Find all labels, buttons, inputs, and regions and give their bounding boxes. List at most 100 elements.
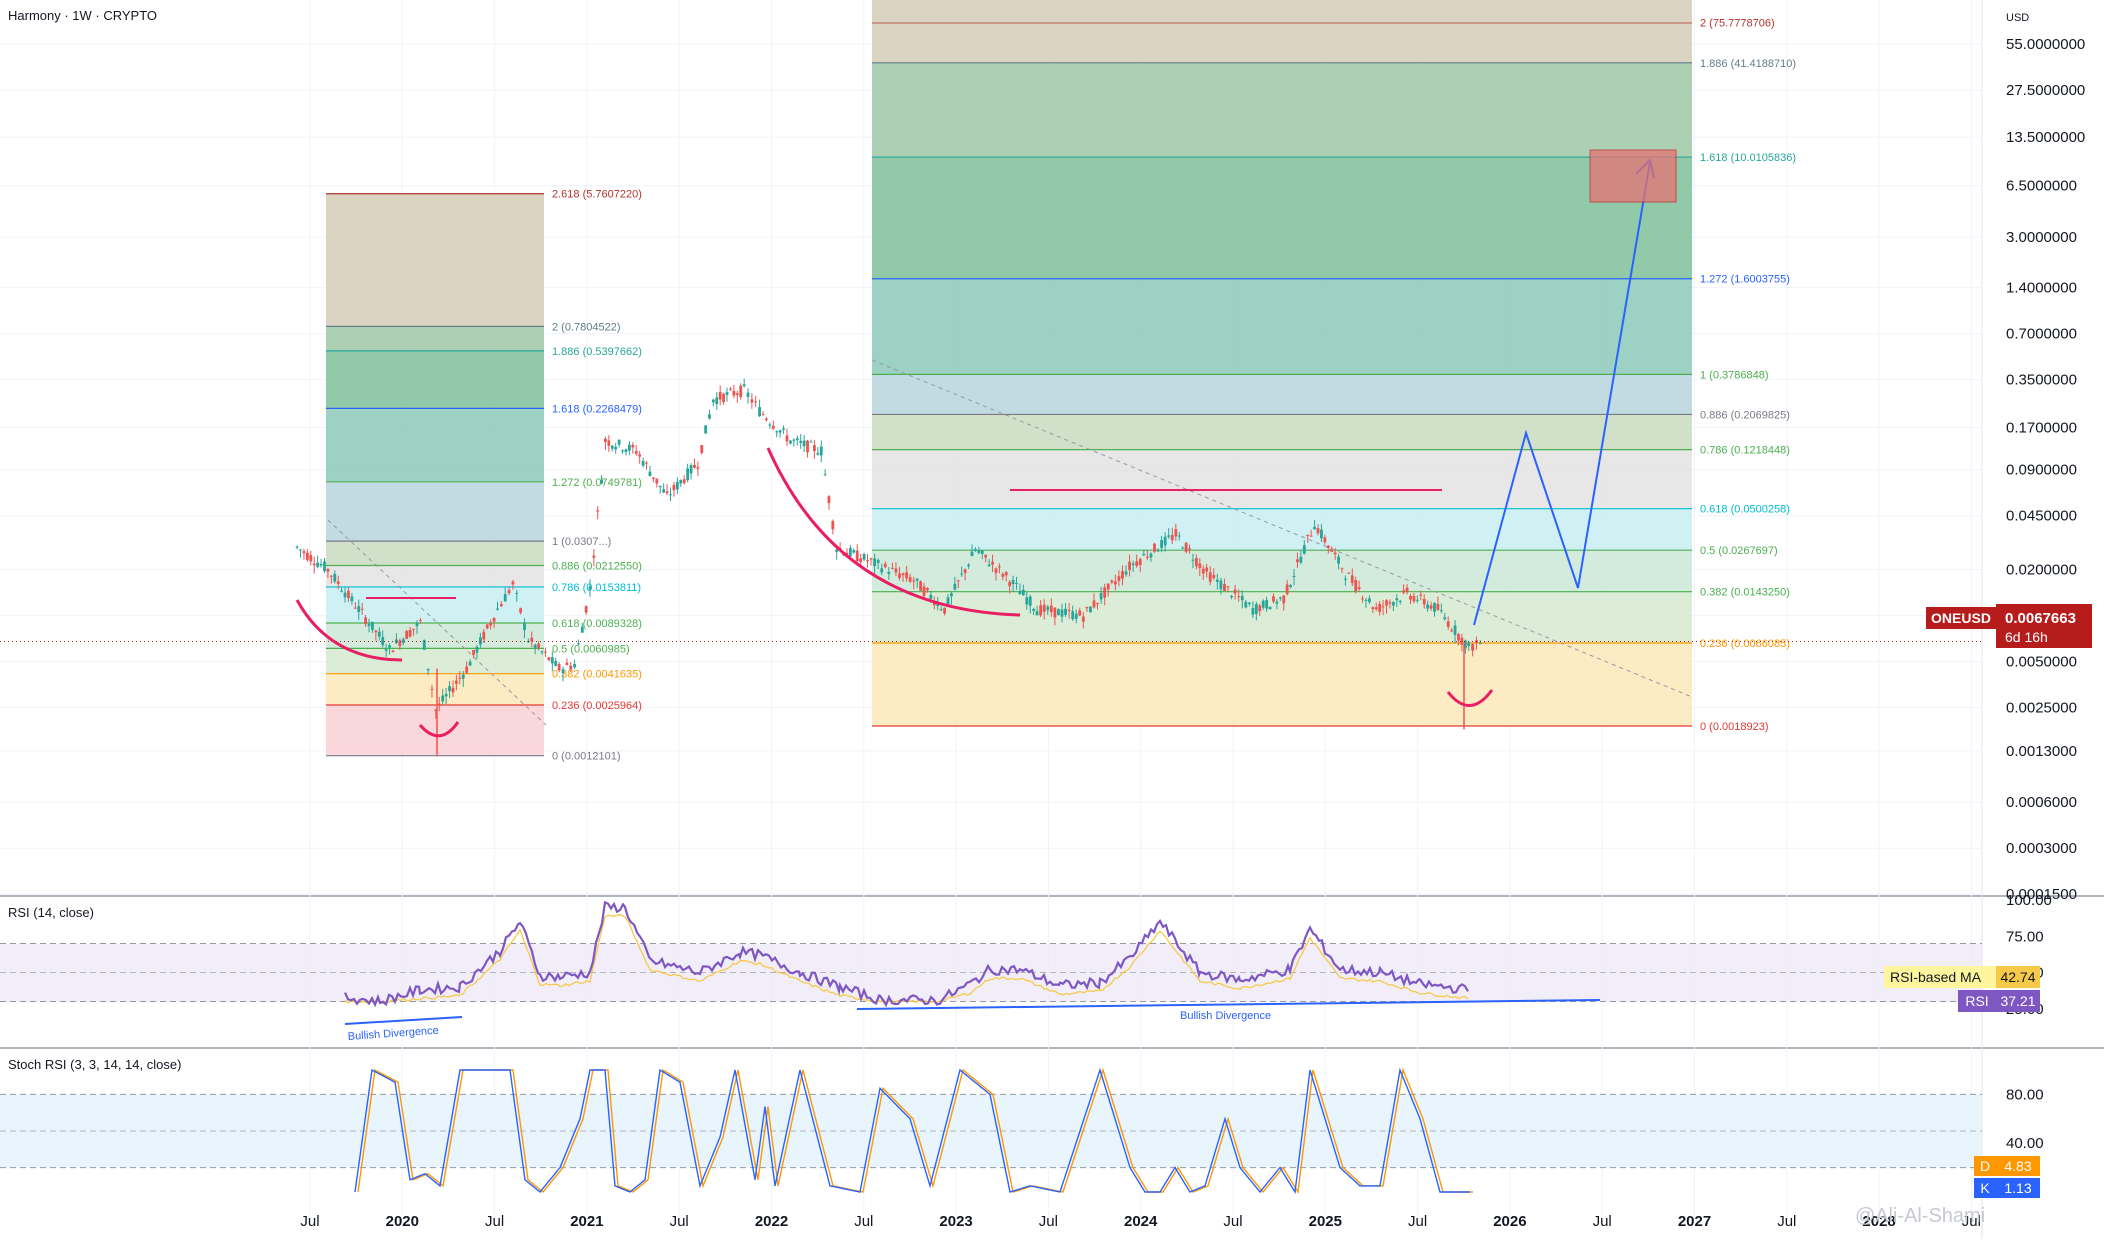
candle-body [1402,590,1406,593]
candle-body [1337,556,1340,564]
candle-body [827,496,831,504]
candle-body [1028,596,1032,606]
fib-extension-2020[interactable]: 2.618 (5.7607220) 2 (0.7804522) 1.886 (0.5… [326,189,642,763]
fib-large-label: 0.382 (0.0143250) [1700,587,1790,599]
price-tick-label: 0.0450000 [2006,508,2077,525]
candle-body [1457,634,1460,641]
candle-body [1025,597,1029,605]
candle-body [929,594,933,599]
fib-large-zone [872,508,1692,551]
symbol-title[interactable]: Harmony · 1W · CRYPTO [8,8,157,23]
candle-body [1153,543,1156,552]
candle-body [1240,595,1244,601]
candle-body [977,550,981,553]
candle-body [515,592,519,594]
time-tick-label: Jul [485,1213,504,1230]
candle-body [1285,584,1289,595]
candle-body [350,596,354,602]
candle-body [782,428,785,430]
fib-small-zone [326,408,544,482]
divergence-line-1 [344,1016,463,1025]
candle-body [970,551,974,557]
stoch-d-tag: D 4.83 [1974,1156,2040,1176]
candle-body [357,606,361,613]
candle-body [360,608,364,610]
candle-body [735,393,739,395]
candle-body [1412,595,1416,602]
candle-body [729,388,732,390]
candle-body [1188,548,1191,550]
candle-body [746,392,750,397]
symbol-tag: ONEUSD [1931,610,1991,626]
candle-body [364,617,368,625]
candle-body [967,564,970,567]
candle-body [388,645,391,648]
price-tick-label: 0.7000000 [2006,326,2077,343]
candle-body [1177,535,1181,537]
candle-body [1131,563,1135,565]
candle-body [1015,582,1018,584]
candle-body [905,572,909,579]
price-tick-label: 6.5000000 [2006,178,2077,195]
candle-body [732,390,736,396]
candle-body [1272,596,1275,602]
candle-body [669,494,672,496]
candle-body [1191,559,1195,561]
candle-body [1433,603,1436,612]
candle-body [1149,553,1153,558]
candle-body [891,567,894,569]
fib-extension-2022[interactable]: 2 (75.7778706) 1.886 (41.4188710) 1.618 (1… [872,0,1796,733]
candle-body [1060,609,1064,617]
candle-body [391,650,395,653]
candle-body [1326,545,1330,549]
fib-small-zone [326,350,544,409]
fib-large-zone [872,643,1692,727]
candle-body [1275,601,1279,604]
candle-body [1320,529,1323,539]
candle-body [584,606,588,613]
time-tick-label: 2022 [755,1213,788,1230]
candle-body [465,666,469,673]
candle-body [722,393,726,403]
candle-body [775,431,779,433]
fib-small-label: 2 (0.7804522) [552,321,621,333]
candle-body [580,626,584,633]
candle-body [1035,611,1039,616]
price-candles[interactable] [0,378,1982,757]
candle-body [634,451,638,454]
candle-body [1021,589,1025,596]
rsi-title[interactable]: RSI (14, close) [8,905,94,920]
candle-body [1354,580,1358,592]
stoch-k-value: 1.13 [2004,1180,2031,1196]
candle-body [1067,609,1071,611]
candle-body [1042,604,1046,612]
candle-body [1170,535,1174,541]
candle-body [819,446,823,456]
stoch-title[interactable]: Stoch RSI (3, 3, 14, 14, close) [8,1057,181,1072]
price-tick-label: 0.1700000 [2006,420,2077,437]
candle-body [561,669,565,674]
candle-body [672,484,676,491]
candle-body [1113,581,1117,585]
last-price-tag: ONEUSD 0.0067663 6d 16h [1926,604,2092,648]
candle-body [997,566,1001,568]
candle-body [485,624,489,629]
user-drawings[interactable] [295,149,1693,738]
currency-label[interactable]: USD [2006,12,2029,24]
candle-body [758,407,761,417]
candle-body [754,401,758,403]
stoch-rsi-pane[interactable] [0,1067,1982,1195]
fib-small-label: 1.618 (0.2268479) [552,403,642,415]
candle-body [1302,545,1306,554]
candle-body [1333,552,1337,555]
time-scale[interactable]: Jul 2020 Jul 2021 Jul 2022 Jul 2023 Jul 2024 Jul 20… [300,1213,1981,1230]
candle-body [1142,554,1146,556]
candle-body [499,604,503,607]
candle-body [1289,585,1293,588]
candle-body [519,608,523,613]
rsi-pane[interactable]: Bullish Divergence Bullish Divergence [0,900,1982,1043]
rounding-bottom-arc-1 [295,599,403,662]
trendline-dashed-2 [871,359,1693,698]
